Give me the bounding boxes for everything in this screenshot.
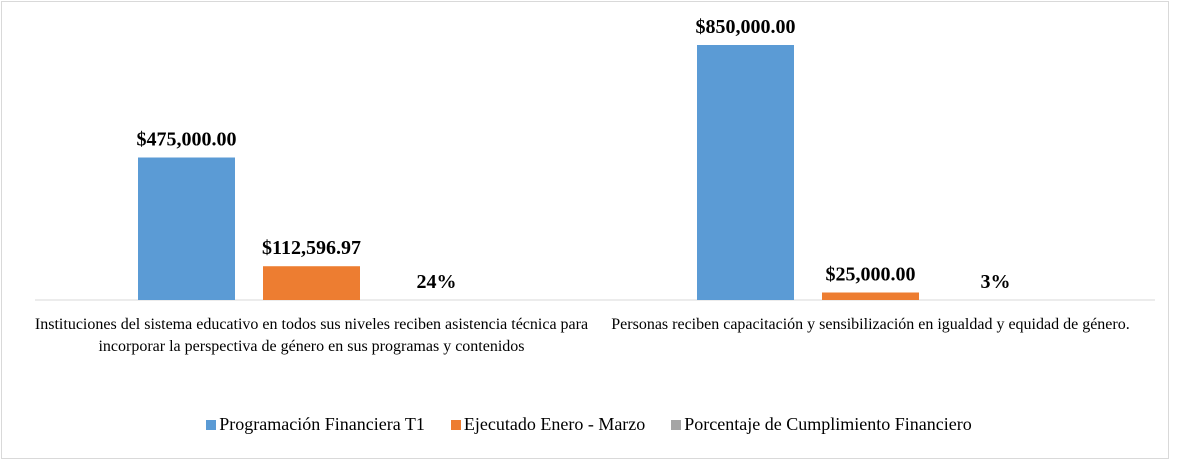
legend-label: Programación Financiera T1: [219, 414, 425, 434]
legend-label: Ejecutado Enero - Marzo: [463, 414, 646, 434]
x-tick-label: Personas reciben capacitación y sensibil…: [611, 316, 1130, 333]
legend-swatch: [206, 419, 217, 430]
data-label: $25,000.00: [826, 264, 916, 286]
bar: [697, 45, 794, 300]
data-label: $112,596.97: [262, 237, 361, 259]
bar: [138, 157, 235, 300]
legend-item: Porcentaje de Cumplimiento Financiero: [671, 414, 972, 435]
legend-item: Ejecutado Enero - Marzo: [450, 414, 646, 435]
data-label: $850,000.00: [696, 16, 796, 38]
data-label: 24%: [417, 271, 457, 293]
x-tick-label: Instituciones del sistema educativo en t…: [34, 316, 589, 355]
legend: Programación Financiera T1 Ejecutado Ener…: [0, 414, 1178, 435]
data-label: $475,000.00: [137, 129, 237, 151]
chart-frame: [1, 1, 1169, 459]
legend-swatch: [450, 419, 461, 430]
bar: [822, 292, 919, 300]
legend-swatch: [671, 419, 682, 430]
legend-label: Porcentaje de Cumplimiento Financiero: [684, 414, 972, 434]
data-label: 3%: [981, 271, 1011, 293]
bar: [263, 266, 360, 300]
legend-item: Programación Financiera T1: [206, 414, 425, 435]
